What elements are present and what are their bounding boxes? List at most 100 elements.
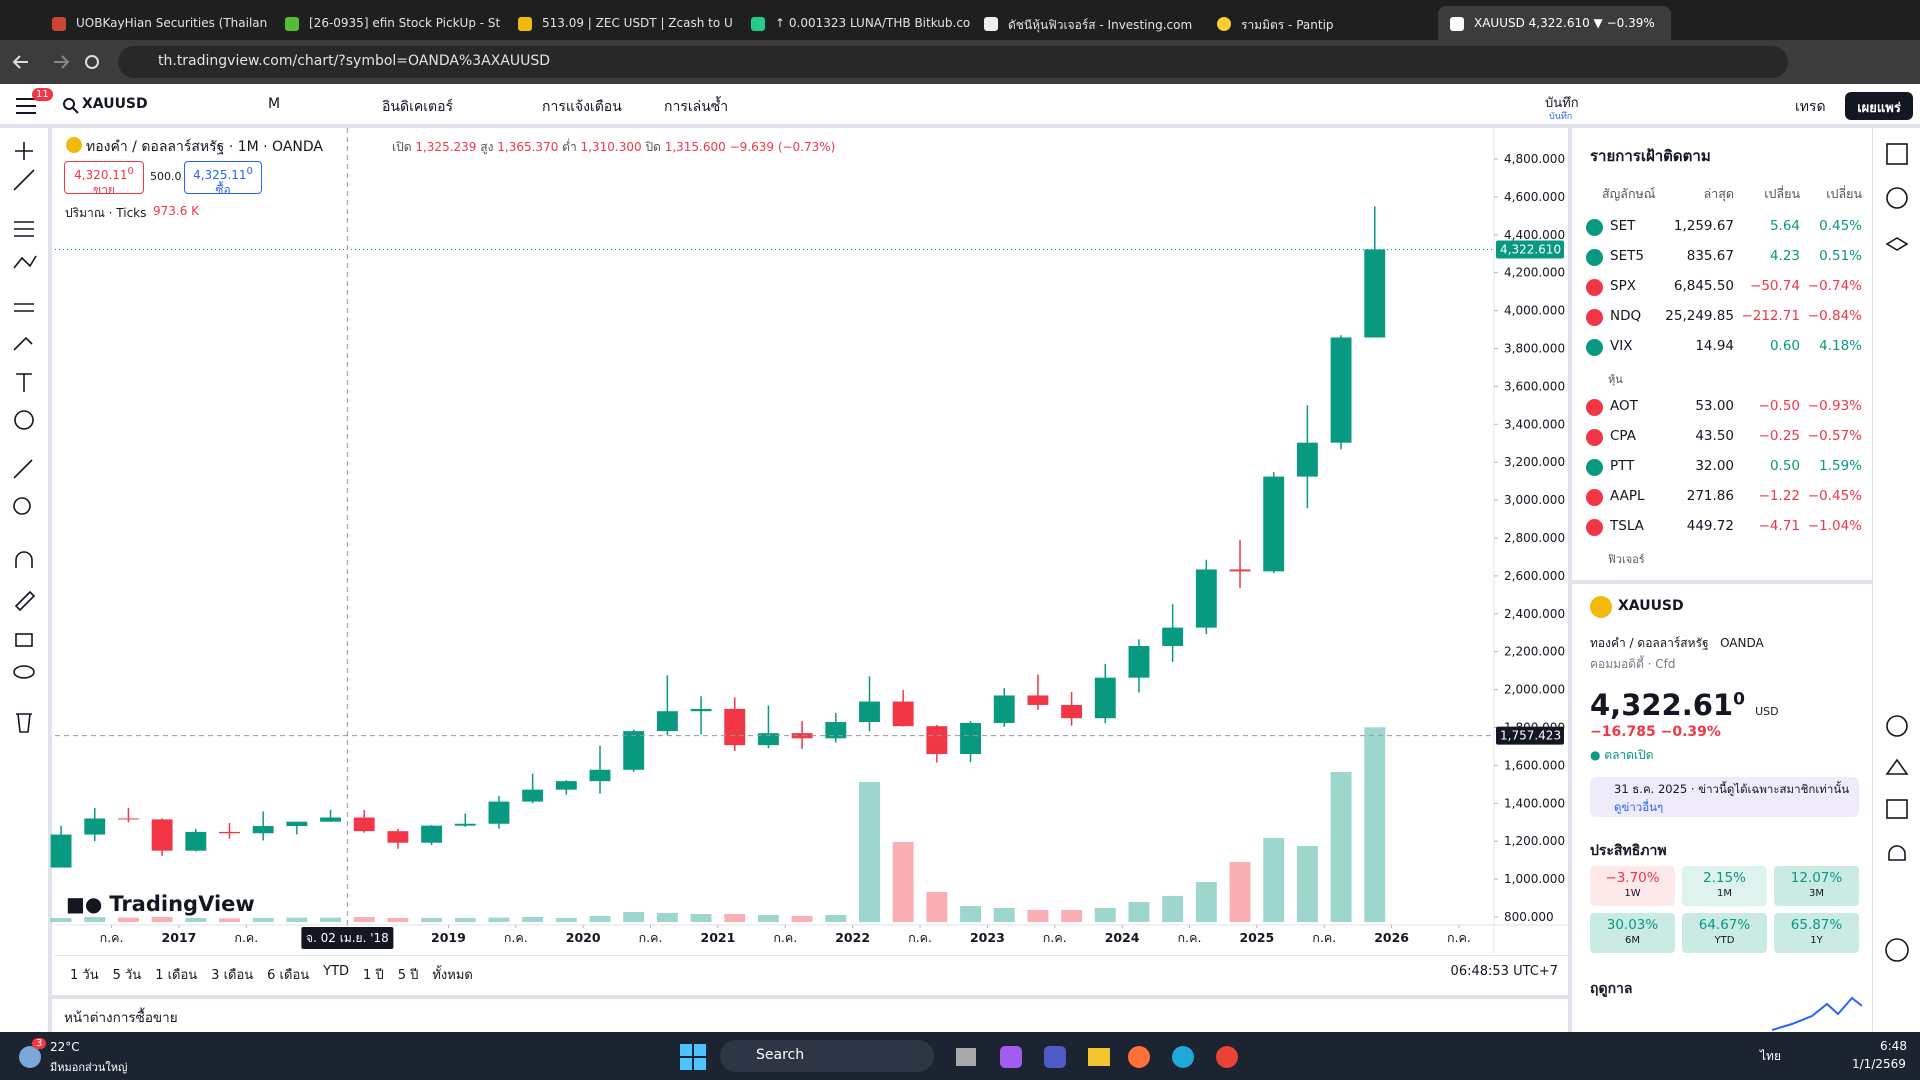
- taskbar-search[interactable]: Search: [720, 1040, 934, 1072]
- watchlist-change-pct: 0.45%: [1819, 218, 1862, 234]
- save-button[interactable]: บันทึก: [1545, 96, 1579, 111]
- candle-body: [219, 831, 240, 834]
- browser-tab[interactable]: 513.09 | ZEC USDT | Zcash to U: [506, 6, 739, 40]
- watchlist-change-pct: −1.04%: [1807, 518, 1862, 534]
- watchlist-symbol[interactable]: SPX: [1610, 278, 1636, 294]
- news-text: · ข่าวนี้ดูได้เฉพาะสมาชิกเท่านั้น: [1690, 782, 1850, 796]
- performance-value: −3.70%: [1605, 870, 1660, 886]
- buy-button[interactable]: 4,325.110 ซื้อ: [184, 161, 262, 197]
- news-link[interactable]: ดูข่าวอื่นๆ: [1614, 800, 1664, 814]
- watchlist-icon: [1586, 339, 1603, 356]
- symbol-search[interactable]: XAUUSD: [82, 96, 148, 112]
- temperature: 22°C: [50, 1040, 80, 1054]
- right-icon-bar: [1872, 128, 1920, 1032]
- watchlist-symbol[interactable]: PTT: [1610, 458, 1635, 474]
- candle-body: [454, 823, 476, 826]
- price-main: 4,322.61: [1590, 688, 1734, 722]
- nav-buttons[interactable]: [10, 50, 100, 74]
- watchlist-symbol[interactable]: AOT: [1610, 398, 1638, 414]
- replay-button[interactable]: การเล่นซ้ำ: [664, 99, 729, 115]
- watchlist-symbol[interactable]: AAPL: [1610, 488, 1645, 504]
- y-tick-label: 3,800.000: [1504, 342, 1565, 356]
- details-name: ทองคำ / ดอลลาร์สหรัฐ OANDA: [1590, 634, 1764, 653]
- language[interactable]: ไทย: [1760, 1049, 1781, 1063]
- volume-bar: [1195, 882, 1217, 922]
- watchlist-title[interactable]: รายการเฝ้าติดตาม: [1590, 147, 1711, 165]
- volume-bar: [623, 912, 645, 922]
- price-chart[interactable]: 800.000 1,000.000 1,200.000 1,400.000 1,600.…: [0, 0, 1570, 955]
- browser-tab[interactable]: ↑ 0.001323 LUNA/THB Bitkub.co: [739, 6, 972, 40]
- browser-tab[interactable]: UOBKayHian Securities (Thailan: [40, 6, 273, 40]
- range-button[interactable]: 3 เดือน: [211, 968, 254, 983]
- x-tick-label: 2024: [1105, 930, 1140, 945]
- watchlist-change: −0.50: [1758, 398, 1800, 414]
- right-icons[interactable]: [1873, 128, 1920, 1008]
- open-value: 1,325.239: [415, 140, 477, 154]
- range-button[interactable]: 5 วัน: [112, 968, 142, 983]
- watchlist-symbol[interactable]: SET: [1610, 218, 1636, 234]
- performance-grid: −3.70% 1W 2.15% 1M 12.07% 3M 30.03% 6M 64.67% YTD…: [1590, 866, 1860, 953]
- range-button[interactable]: 1 เดือน: [155, 968, 198, 983]
- watchlist-icon: [1586, 219, 1603, 236]
- range-button[interactable]: 1 ปี: [363, 968, 384, 983]
- watchlist-column-header: สัญลักษณ์: [1602, 186, 1656, 201]
- watchlist-symbol[interactable]: CPA: [1610, 428, 1636, 444]
- y-tick-label: 4,000.000: [1504, 304, 1565, 318]
- interval-button[interactable]: M: [268, 96, 281, 112]
- range-button[interactable]: YTD: [323, 964, 350, 979]
- high-label: สูง: [480, 140, 494, 154]
- publish-button[interactable]: เผยแพร่: [1845, 92, 1913, 120]
- y-tick-label: 2,600.000: [1504, 569, 1565, 583]
- candle-body: [286, 821, 308, 827]
- open-label: เปิด: [392, 140, 412, 154]
- start-button[interactable]: [680, 1044, 706, 1070]
- x-tick-label: ก.ค.: [773, 930, 797, 945]
- details-exchange: OANDA: [1720, 636, 1764, 650]
- candle-body: [623, 731, 645, 770]
- watchlist-symbol[interactable]: TSLA: [1610, 518, 1644, 534]
- menu-icon[interactable]: [14, 96, 40, 116]
- browser-tab[interactable]: [26-0935] efin Stock PickUp - St: [273, 6, 506, 40]
- y-tick-label: 4,200.000: [1504, 266, 1565, 280]
- news-card[interactable]: 31 ธ.ค. 2025 · ข่าวนี้ดูได้เฉพาะสมาชิกเท…: [1590, 777, 1859, 817]
- x-tick-label: ก.ค.: [1447, 930, 1471, 945]
- watchlist-last: 32.00: [1695, 458, 1734, 474]
- trading-panel-bar[interactable]: หน้าต่างการซื้อขาย: [52, 995, 1568, 1032]
- volume-bar: [387, 918, 409, 922]
- range-button[interactable]: 5 ปี: [397, 968, 419, 983]
- range-button[interactable]: 1 วัน: [70, 968, 99, 983]
- volume-legend-label: ปริมาณ · Ticks: [65, 206, 147, 220]
- url-field[interactable]: th.tradingview.com/chart/?symbol=OANDA%3…: [118, 46, 1788, 78]
- change-pct: −0.39%: [1660, 724, 1721, 740]
- seasonals-preview: [1772, 996, 1862, 1031]
- browser-tab[interactable]: ดัชนีหุ้นฟิวเจอร์ส - Investing.com: [972, 6, 1205, 40]
- range-button[interactable]: ทั้งหมด: [432, 968, 473, 983]
- last-price-label: 4,322.610: [1500, 242, 1561, 256]
- trading-panel-label: หน้าต่างการซื้อขาย: [64, 1010, 178, 1026]
- volume-bar: [488, 917, 510, 922]
- volume-bar: [1364, 727, 1386, 922]
- range-button[interactable]: 6 เดือน: [267, 968, 310, 983]
- high-value: 1,365.370: [497, 140, 559, 154]
- change-value: −9.639 (−0.73%): [729, 140, 836, 154]
- volume-bar: [724, 914, 746, 922]
- browser-tab[interactable]: XAUUSD 4,322.610 ▼ −0.39%: [1438, 6, 1671, 40]
- watchlist-change-pct: 0.51%: [1819, 248, 1862, 264]
- indicators-button[interactable]: อินดิเคเตอร์: [382, 99, 454, 115]
- low-value: 1,310.300: [580, 140, 642, 154]
- sell-button[interactable]: 4,320.110 ขาย: [64, 161, 144, 197]
- drawing-tools[interactable]: [0, 128, 48, 748]
- watchlist-change: −1.22: [1758, 488, 1800, 504]
- watchlist-symbol[interactable]: NDQ: [1610, 308, 1642, 324]
- price-sup: 0: [1733, 689, 1745, 710]
- volume-bar: [555, 918, 577, 922]
- taskbar-apps[interactable]: [950, 1042, 1250, 1072]
- volume-bar: [1128, 902, 1150, 922]
- browser-tab[interactable]: รามมิตร - Pantip: [1205, 6, 1438, 40]
- candle-body: [151, 819, 173, 851]
- watchlist-symbol[interactable]: VIX: [1610, 338, 1633, 354]
- y-tick-label: 2,200.000: [1504, 645, 1565, 659]
- trade-button[interactable]: เทรด: [1795, 99, 1826, 115]
- watchlist-symbol[interactable]: SET5: [1610, 248, 1644, 264]
- alerts-button[interactable]: การแจ้งเตือน: [542, 99, 622, 115]
